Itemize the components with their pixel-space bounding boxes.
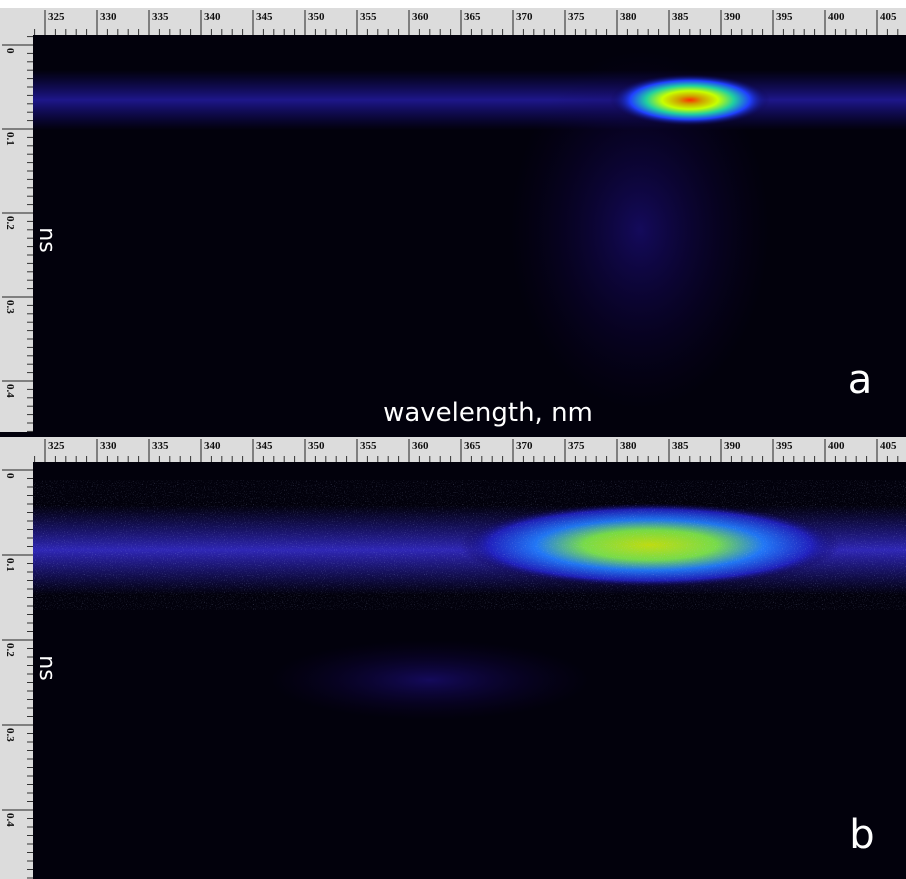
x-ruler [0,8,906,35]
x-tick-label: 335 [152,440,169,452]
x-tick-label: 380 [620,440,637,452]
y-ruler [0,35,33,432]
x-ruler [0,437,906,462]
x-axis-title: wavelength, nm [383,398,593,428]
x-tick-label: 390 [724,11,741,23]
x-tick-label: 390 [724,440,741,452]
x-tick-label: 325 [48,11,65,23]
y-tick-label: 0 [4,473,16,479]
haze-b [270,640,590,720]
y-tick-label: 0.3 [4,300,16,314]
x-tick-label: 385 [672,440,689,452]
band-a [33,70,906,130]
x-tick-label: 405 [880,440,897,452]
x-tick-label: 365 [464,440,481,452]
y-tick-label: 0 [4,48,16,54]
x-tick-label: 395 [776,440,793,452]
x-tick-label: 330 [100,11,117,23]
x-tick-label: 345 [256,11,273,23]
x-tick-label: 350 [308,11,325,23]
x-tick-label: 375 [568,11,585,23]
x-tick-label: 370 [516,440,533,452]
y-tick-label: 0.1 [4,132,16,146]
x-tick-label: 335 [152,11,169,23]
x-tick-label: 400 [828,11,845,23]
y-tick-label: 0.2 [4,216,16,230]
x-tick-label: 330 [100,440,117,452]
x-tick-label: 360 [412,440,429,452]
x-tick-label: 350 [308,440,325,452]
x-tick-label: 395 [776,11,793,23]
x-tick-label: 370 [516,11,533,23]
x-tick-label: 325 [48,440,65,452]
panel-label: b [849,812,874,858]
y-tick-label: 0.1 [4,558,16,572]
x-tick-label: 375 [568,440,585,452]
x-tick-label: 380 [620,11,637,23]
x-tick-label: 340 [204,11,221,23]
x-tick-label: 400 [828,440,845,452]
blob-a [610,74,770,126]
x-tick-label: 360 [412,11,429,23]
speckle-b [33,480,906,610]
y-tick-label: 0.4 [4,384,16,398]
x-tick-label: 405 [880,11,897,23]
x-tick-label: 355 [360,11,377,23]
y-axis-title: ns [34,227,59,252]
y-axis-title: ns [34,655,59,680]
y-tick-label: 0.3 [4,728,16,742]
panel-label: a [848,357,873,403]
haze-a [510,50,770,410]
x-tick-label: 345 [256,440,273,452]
separator [0,432,906,437]
x-tick-label: 340 [204,440,221,452]
x-tick-label: 365 [464,11,481,23]
x-tick-label: 355 [360,440,377,452]
y-tick-label: 0.2 [4,643,16,657]
x-tick-label: 385 [672,11,689,23]
y-tick-label: 0.4 [4,813,16,827]
